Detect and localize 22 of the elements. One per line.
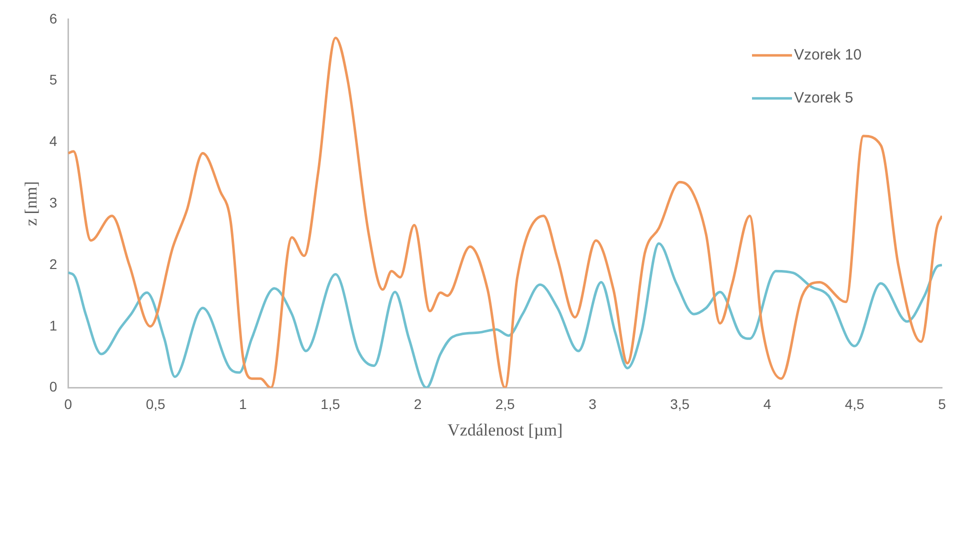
- y-tick-label: 3: [49, 194, 58, 210]
- y-tick-label: 0: [49, 378, 58, 395]
- x-tick-label: 1: [239, 396, 248, 412]
- x-tick-label: 2,5: [495, 396, 516, 412]
- x-tick-label: 3: [588, 396, 597, 412]
- legend-label: Vzorek 10: [794, 46, 862, 64]
- x-tick-label: 4: [763, 396, 772, 412]
- y-tick-label: 2: [49, 256, 58, 272]
- x-tick-label: 5: [938, 396, 946, 412]
- x-tick-label: 0,5: [146, 396, 166, 412]
- x-tick-label: 3,5: [670, 396, 690, 412]
- y-tick-label: 4: [49, 133, 58, 150]
- y-tick-label: 6: [49, 10, 58, 26]
- x-tick-label: 4,5: [844, 396, 865, 412]
- x-tick-label: 0: [64, 396, 72, 412]
- y-axis-title: z [nm]: [22, 181, 41, 226]
- x-tick-label: 1,5: [320, 396, 340, 412]
- x-axis-title: Vzdálenost [µm]: [448, 420, 563, 440]
- x-tick-label: 2: [414, 396, 422, 412]
- legend-label: Vzorek 5: [794, 90, 854, 107]
- y-tick-label: 1: [49, 317, 58, 334]
- y-tick-label: 5: [49, 72, 58, 88]
